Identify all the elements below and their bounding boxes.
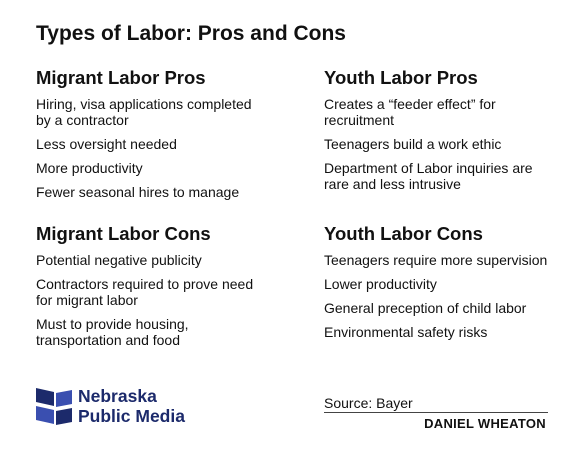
- list-item: Teenagers build a work ethic: [324, 136, 502, 152]
- section-heading: Migrant Labor Pros: [36, 67, 206, 88]
- list-item: General preception of child labor: [324, 300, 527, 316]
- divider: [324, 412, 548, 413]
- list-item: Lower productivity: [324, 276, 437, 292]
- section: Migrant Labor Cons Potential negative pub…: [36, 223, 266, 356]
- logo-line: Nebraska: [78, 386, 157, 406]
- list-item: Creates a “feeder effect” for recruitmen…: [324, 96, 496, 128]
- logo-mark: [36, 388, 72, 425]
- section-heading: Youth Labor Cons: [324, 223, 483, 244]
- logo-line: Public Media: [78, 406, 185, 426]
- author: DANIEL WHEATON: [424, 416, 546, 431]
- list-item: Less oversight needed: [36, 136, 177, 152]
- section: Migrant Labor Pros Hiring, visa applicati…: [36, 67, 266, 208]
- section-heading: Migrant Labor Cons: [36, 223, 211, 244]
- list-item: More productivity: [36, 160, 143, 176]
- section: Youth Labor Cons Teenagers require more s…: [324, 223, 554, 348]
- list-item: Hiring, visa applications completed by a…: [36, 96, 252, 128]
- list-item: Fewer seasonal hires to manage: [36, 184, 240, 200]
- section-heading: Youth Labor Pros: [324, 67, 478, 88]
- source: Source: Bayer: [324, 395, 413, 411]
- list-item: Teenagers require more supervision: [324, 252, 548, 268]
- list-item: Potential negative publicity: [36, 252, 202, 268]
- list-item: Environmental safety risks: [324, 324, 488, 340]
- list-item: Must to provide housing, transportation …: [36, 316, 189, 348]
- title: Types of Labor: Pros and Cons: [36, 22, 346, 45]
- list-item: Contractors required to prove need for m…: [36, 276, 254, 308]
- list-item: Department of Labor inquiries are rare a…: [324, 160, 533, 192]
- section: Youth Labor Pros Creates a “feeder effect…: [324, 67, 554, 200]
